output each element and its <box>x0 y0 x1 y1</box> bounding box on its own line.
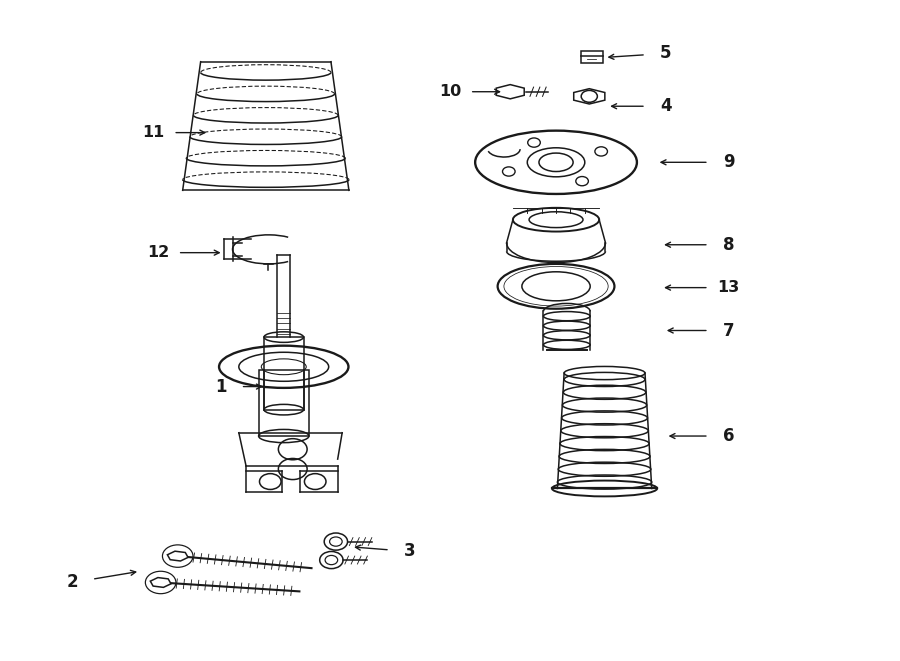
Text: 3: 3 <box>404 543 416 561</box>
Text: 8: 8 <box>723 236 734 254</box>
Text: 9: 9 <box>723 153 734 171</box>
Text: 11: 11 <box>142 125 165 140</box>
Polygon shape <box>150 578 171 588</box>
Text: 1: 1 <box>215 377 227 395</box>
Text: 5: 5 <box>660 44 671 62</box>
Text: 2: 2 <box>67 574 78 592</box>
Text: 6: 6 <box>723 427 734 445</box>
Text: 4: 4 <box>660 97 671 115</box>
Text: 10: 10 <box>439 84 461 99</box>
Text: 12: 12 <box>147 245 169 260</box>
Text: 13: 13 <box>717 280 740 295</box>
Polygon shape <box>573 89 605 104</box>
Text: 7: 7 <box>723 321 734 340</box>
Polygon shape <box>496 85 524 99</box>
Polygon shape <box>167 551 188 561</box>
